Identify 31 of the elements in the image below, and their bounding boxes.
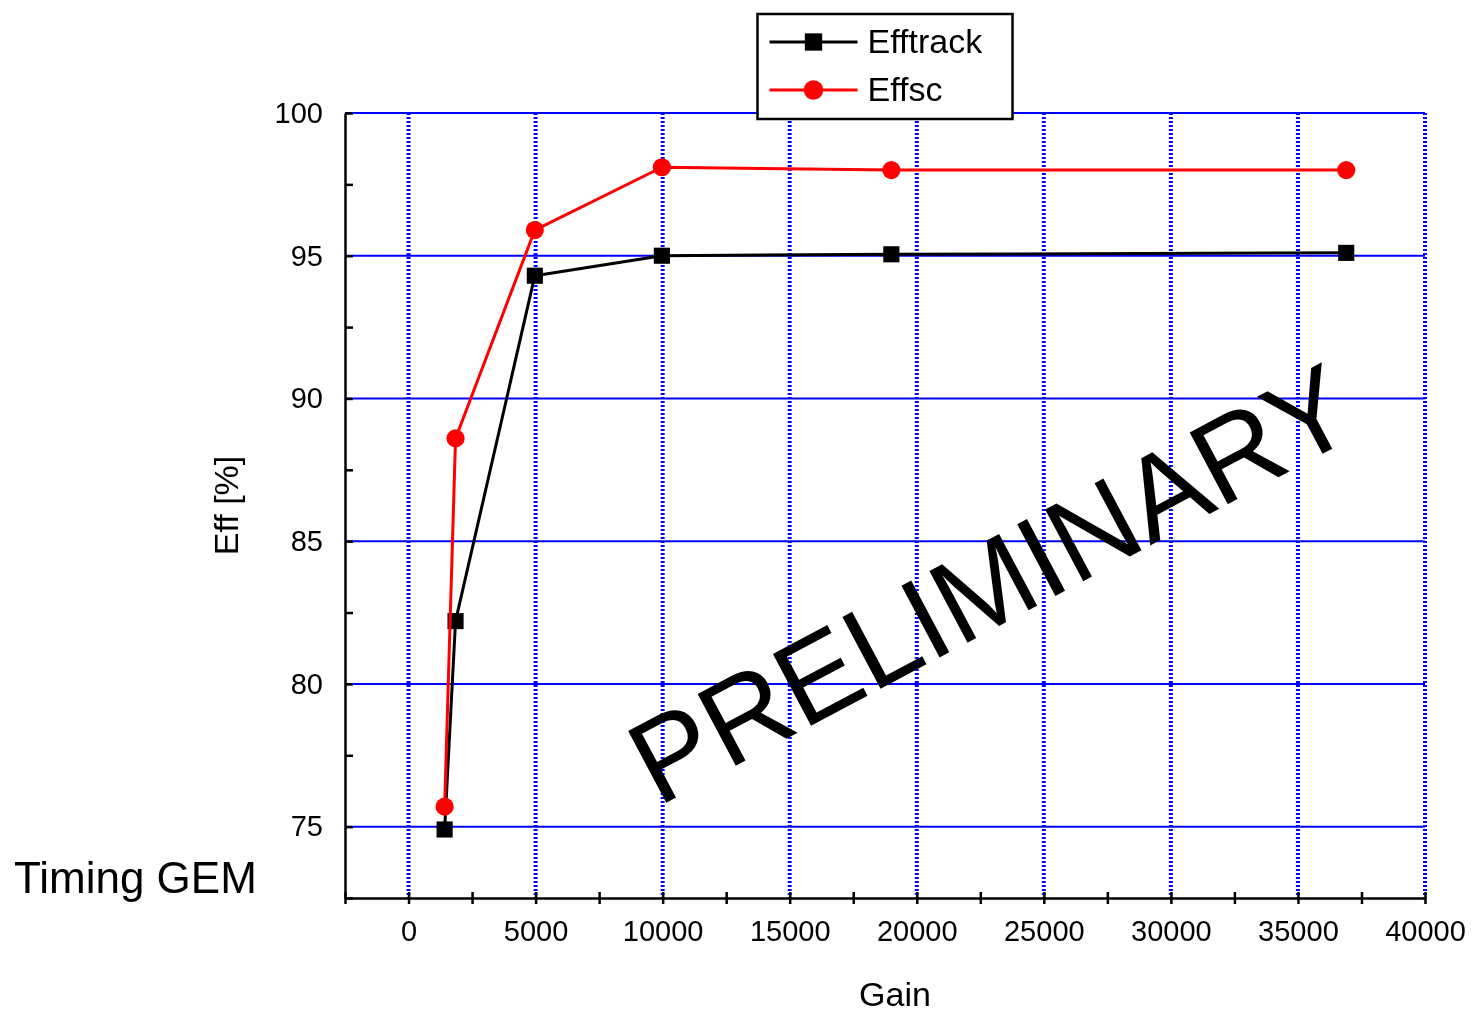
y-tick-label: 95 <box>290 239 323 272</box>
point <box>435 797 454 816</box>
point <box>1337 161 1356 180</box>
y-tick-label: 75 <box>290 810 323 843</box>
point <box>882 161 901 180</box>
x-tick-label: 20000 <box>876 914 958 947</box>
point <box>526 267 543 284</box>
point <box>883 246 900 263</box>
legend-label: Efftrack <box>867 22 984 60</box>
x-tick-label: 5000 <box>503 914 569 947</box>
point <box>1338 244 1355 261</box>
y-tick-label: 80 <box>290 667 323 700</box>
y-tick-label: 90 <box>290 382 323 415</box>
y-axis-title: Eff [%] <box>207 455 245 556</box>
point <box>446 429 465 448</box>
y-tick-label: 100 <box>274 96 323 129</box>
y-tick-label: 85 <box>290 524 323 557</box>
x-tick-label: 15000 <box>749 914 831 947</box>
x-tick-label: 10000 <box>622 914 704 947</box>
point <box>525 220 544 240</box>
point <box>436 821 453 838</box>
legend-label: Effsc <box>867 70 943 108</box>
text: Timing GEM <box>14 853 257 902</box>
x-tick-label: 0 <box>400 914 418 947</box>
x-tick-label: 40000 <box>1385 914 1466 947</box>
point <box>653 247 670 264</box>
x-tick-label: 25000 <box>1004 914 1085 947</box>
x-tick-label: 35000 <box>1258 914 1339 947</box>
x-axis-title: Gain <box>859 975 931 1010</box>
x-tick-label: 30000 <box>1131 914 1212 947</box>
point <box>652 158 671 177</box>
